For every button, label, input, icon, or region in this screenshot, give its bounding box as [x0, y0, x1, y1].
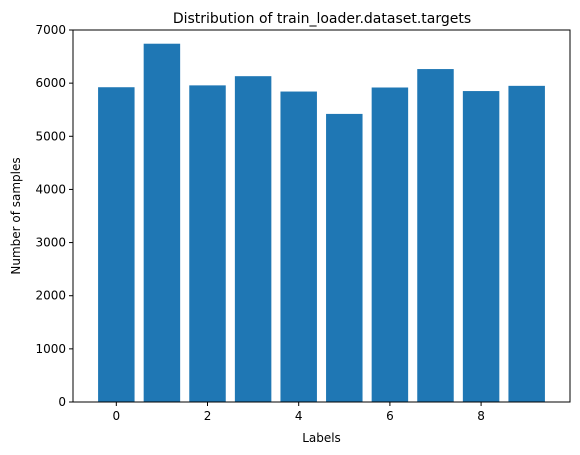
- bar-9: [508, 85, 545, 402]
- x-axis-ticks: 0 2 4 6 8: [112, 402, 485, 423]
- bar-0: [98, 87, 135, 402]
- y-tick-label: 5000: [35, 129, 66, 143]
- y-tick-label: 7000: [35, 23, 66, 37]
- bar-1: [143, 43, 181, 403]
- bar-7: [417, 69, 454, 402]
- bar-4: [280, 91, 317, 402]
- y-tick-label: 1000: [35, 342, 66, 356]
- y-tick-label: 6000: [35, 76, 66, 90]
- y-tick-label: 4000: [35, 182, 66, 196]
- bars: [98, 43, 545, 403]
- x-tick-label: 0: [112, 409, 120, 423]
- y-axis-ticks: 0 1000 2000 3000 4000 5000 6000 7000: [35, 23, 73, 409]
- x-axis-label: Labels: [302, 431, 341, 445]
- bar-2: [189, 85, 226, 403]
- x-tick-label: 6: [386, 409, 394, 423]
- plot-frame: [72, 29, 571, 403]
- x-tick-label: 4: [295, 409, 303, 423]
- y-axis-label: Number of samples: [9, 157, 23, 274]
- bar-6: [371, 87, 409, 402]
- bar-5: [326, 113, 363, 402]
- y-tick-label: 3000: [35, 236, 66, 250]
- bar-8: [462, 91, 500, 402]
- chart-title: Distribution of train_loader.dataset.tar…: [173, 11, 471, 27]
- y-tick-label: 0: [58, 395, 66, 409]
- x-tick-label: 8: [477, 409, 485, 423]
- bar-3: [234, 76, 272, 403]
- x-tick-label: 2: [204, 409, 212, 423]
- y-tick-label: 2000: [35, 289, 66, 303]
